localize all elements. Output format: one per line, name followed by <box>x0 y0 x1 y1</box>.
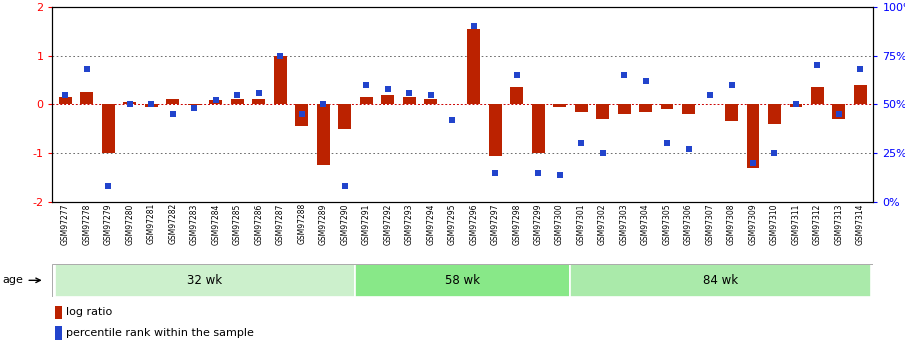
Bar <box>123 102 137 104</box>
Point <box>767 150 782 156</box>
Bar <box>54 326 62 339</box>
Point <box>574 141 588 146</box>
Point <box>724 82 738 88</box>
Bar <box>252 99 265 104</box>
Bar <box>145 104 157 107</box>
Point <box>703 92 718 97</box>
Bar <box>467 29 480 104</box>
Bar <box>54 264 356 297</box>
Point <box>122 101 137 107</box>
Point <box>638 78 653 84</box>
Point <box>789 101 804 107</box>
Bar <box>209 100 223 104</box>
Text: log ratio: log ratio <box>66 307 112 317</box>
Point <box>660 141 674 146</box>
Bar <box>811 87 824 104</box>
Point <box>380 86 395 91</box>
Point <box>402 90 416 96</box>
Bar <box>356 264 570 297</box>
Bar <box>188 104 201 105</box>
Point <box>252 90 266 96</box>
Text: 58 wk: 58 wk <box>445 274 481 287</box>
Bar <box>295 104 309 126</box>
Point <box>359 82 374 88</box>
Text: 84 wk: 84 wk <box>703 274 738 287</box>
Bar <box>661 104 673 109</box>
Point <box>144 101 158 107</box>
Point <box>80 67 94 72</box>
Bar <box>338 104 351 129</box>
Point <box>466 24 481 29</box>
Bar <box>553 104 566 107</box>
Point <box>58 92 72 97</box>
Bar <box>531 104 545 153</box>
Point <box>617 72 632 78</box>
Point <box>208 98 223 103</box>
Point <box>853 67 868 72</box>
Point <box>338 184 352 189</box>
Point <box>531 170 546 175</box>
Point <box>488 170 502 175</box>
Point <box>746 160 760 166</box>
Bar <box>360 97 373 104</box>
Point <box>424 92 438 97</box>
Point <box>832 111 846 117</box>
Bar <box>510 87 523 104</box>
Bar <box>725 104 738 121</box>
Point <box>510 72 524 78</box>
Bar <box>682 104 695 114</box>
Bar <box>54 306 62 319</box>
Bar <box>424 99 437 104</box>
Bar <box>102 104 115 153</box>
Bar <box>596 104 609 119</box>
Bar <box>617 104 631 114</box>
Point <box>810 63 824 68</box>
Bar <box>747 104 759 168</box>
Bar <box>231 99 243 104</box>
Bar <box>381 95 395 104</box>
Bar <box>768 104 781 124</box>
Point <box>595 150 610 156</box>
Bar <box>489 104 501 156</box>
Bar <box>167 99 179 104</box>
Bar <box>575 104 587 112</box>
Bar <box>854 85 867 104</box>
Bar <box>274 56 287 104</box>
Text: age: age <box>3 275 41 285</box>
Bar <box>317 104 329 165</box>
Text: percentile rank within the sample: percentile rank within the sample <box>66 328 253 338</box>
Point <box>187 106 202 111</box>
Point <box>273 53 288 58</box>
Bar <box>639 104 652 112</box>
Bar <box>789 104 803 107</box>
Bar <box>81 92 93 104</box>
Point <box>316 101 330 107</box>
Point <box>552 172 567 177</box>
Bar <box>570 264 872 297</box>
Text: 32 wk: 32 wk <box>187 274 223 287</box>
Point <box>166 111 180 117</box>
Bar <box>59 97 71 104</box>
Point <box>681 146 696 152</box>
Point <box>445 117 460 123</box>
Point <box>101 184 116 189</box>
Bar <box>833 104 845 119</box>
Point <box>230 92 244 97</box>
Point <box>294 111 309 117</box>
Bar <box>403 97 415 104</box>
